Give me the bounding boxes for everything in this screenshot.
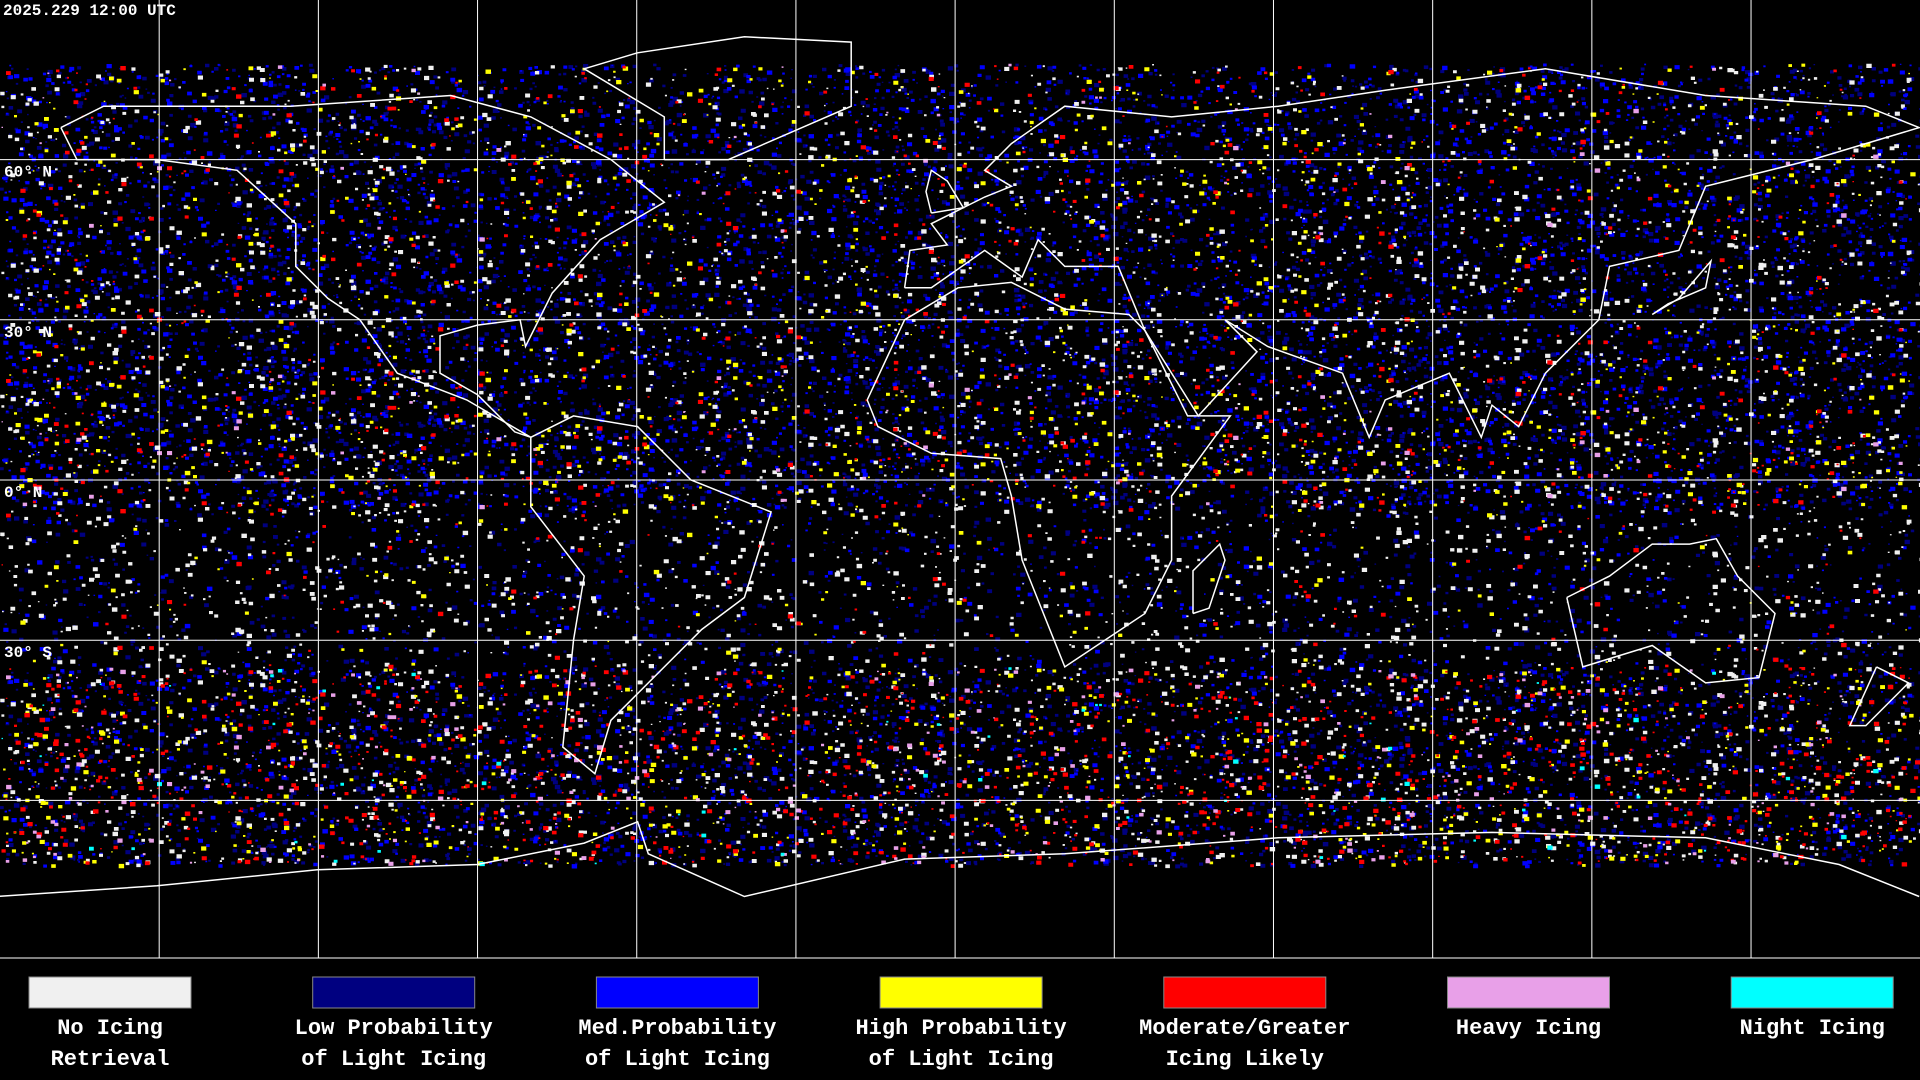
legend-swatch [1163, 976, 1327, 1009]
legend-swatch [879, 976, 1043, 1009]
legend-label: Icing Likely [1166, 1047, 1324, 1072]
lat-label: 60° N [4, 164, 52, 182]
coastline [530, 415, 773, 776]
lat-label: 30° N [4, 324, 52, 342]
legend-label: Night Icing [1740, 1016, 1885, 1041]
lat-label: 0° N [4, 484, 42, 502]
legend-swatch [28, 976, 192, 1009]
legend: No Icing Retrieval Low Probability of Light… [28, 976, 1894, 1072]
legend-label: Moderate/Greater [1139, 1016, 1350, 1041]
icing-layer [0, 63, 1920, 869]
legend-swatch [1730, 976, 1894, 1009]
lat-labels: 60° N 30° N 0° N 30° S [4, 164, 52, 663]
coastline [0, 820, 1920, 898]
legend-label: High Probability [855, 1016, 1066, 1041]
legend-swatch [1447, 976, 1610, 1009]
coastline [1192, 542, 1226, 615]
lat-label: 30° S [4, 644, 52, 662]
coastline [925, 169, 965, 214]
coastline [1848, 666, 1910, 727]
timestamp: 2025.229 12:00 UTC [3, 2, 176, 20]
legend-swatch [312, 976, 476, 1009]
icing-pixels [0, 63, 1920, 869]
coastline [582, 36, 852, 161]
legend-label: Retrieval [51, 1047, 170, 1072]
coastline [60, 94, 666, 439]
legend-label: Heavy Icing [1456, 1016, 1601, 1041]
graticule [0, 0, 1920, 958]
coastline [1566, 537, 1776, 684]
legend-label: of Light Icing [301, 1047, 486, 1072]
coastline [1651, 258, 1713, 316]
legend-swatch [595, 976, 759, 1009]
legend-label: Low Probability [295, 1016, 493, 1041]
legend-label: of Light Icing [585, 1047, 770, 1072]
legend-label: of Light Icing [869, 1047, 1054, 1072]
legend-label: Med.Probability [578, 1016, 776, 1041]
coastline [866, 281, 1232, 669]
legend-label: No Icing [57, 1016, 163, 1041]
coastlines [0, 36, 1920, 898]
